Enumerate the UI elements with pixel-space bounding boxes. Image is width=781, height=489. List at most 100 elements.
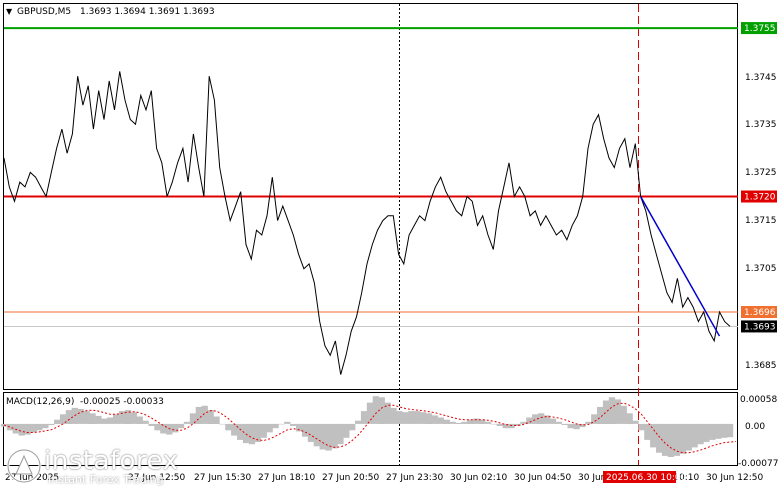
macd-histogram-bar xyxy=(473,418,480,424)
price-levels xyxy=(4,27,738,327)
time-tick: 27 Jun 2025 xyxy=(5,473,59,483)
macd-histogram-bar xyxy=(626,413,633,424)
price-axis: 1.3745 1.3735 1.3725 1.3715 1.3705 1.368… xyxy=(745,73,777,371)
macd-histogram-bar xyxy=(254,423,261,442)
level-1-3696-label: 1.3696 xyxy=(744,308,776,318)
macd-histogram-bar xyxy=(266,423,273,433)
price-tick: 1.3745 xyxy=(745,73,777,83)
time-tick: 30 Jun 04:50 xyxy=(514,473,571,483)
macd-histogram-bar xyxy=(431,415,439,424)
macd-tick: 0.00058 xyxy=(740,395,777,405)
macd-histogram-bar xyxy=(30,423,37,433)
macd-histogram-bar xyxy=(107,417,114,424)
ohlc-values: 1.3693 1.3694 1.3691 1.3693 xyxy=(80,7,215,17)
macd-histogram-bar xyxy=(726,423,734,438)
macd-histogram-bar xyxy=(396,411,403,424)
macd-label: MACD(12,26,9) xyxy=(6,397,74,407)
macd-histogram-bar xyxy=(514,423,521,426)
macd-histogram-bar xyxy=(461,421,468,424)
macd-histogram-bar xyxy=(549,418,557,424)
macd-histogram-bar xyxy=(36,423,43,431)
macd-histogram-bar xyxy=(313,423,320,447)
macd-histogram-bar xyxy=(219,423,226,425)
macd-histogram-bar xyxy=(372,396,379,424)
macd-histogram-bar xyxy=(650,423,657,448)
macd-histogram-bar xyxy=(656,423,663,453)
macd-histogram-bar xyxy=(585,421,592,424)
macd-histogram-bar xyxy=(242,423,250,444)
macd-histogram-bar xyxy=(195,406,202,424)
macd-histogram-bar xyxy=(307,423,315,442)
macd-histogram-bar xyxy=(508,423,515,429)
macd-histogram-bar xyxy=(213,416,220,424)
current-price-label: 1.3693 xyxy=(744,322,776,332)
price-tick: 1.3715 xyxy=(745,216,777,226)
watermark-tagline: Instant Forex Trading xyxy=(48,473,164,486)
macd-histogram-bar xyxy=(59,414,67,424)
macd-histogram-bar xyxy=(573,423,580,430)
macd-histogram-bar xyxy=(278,423,285,425)
macd-histogram-bar xyxy=(608,397,616,424)
macd-histogram-bar xyxy=(166,423,173,435)
price-line xyxy=(3,71,731,375)
macd-histogram-bar xyxy=(290,423,297,426)
macd-histogram-bar xyxy=(390,407,397,424)
price-level-labels: 1.3755 1.3720 1.3696 1.3693 xyxy=(741,22,777,333)
macd-histogram-bar xyxy=(360,411,368,424)
symbol-dropdown-icon[interactable]: ▼ xyxy=(6,7,13,16)
macd-histogram-bar xyxy=(384,402,391,424)
macd-histogram-bar xyxy=(667,423,675,457)
macd-histogram-bar xyxy=(532,414,539,424)
macd-histogram-bar xyxy=(6,423,14,431)
time-tick: 27 Jun 15:30 xyxy=(194,473,251,483)
macd-histogram-bar xyxy=(402,412,409,424)
price-tick: 1.3705 xyxy=(745,264,777,274)
macd-histogram-bar xyxy=(54,419,61,424)
level-1-3755-badge xyxy=(741,22,777,35)
macd-histogram-bar xyxy=(42,423,49,429)
macd-histogram-bar xyxy=(709,423,716,440)
macd-histogram-bar xyxy=(301,423,309,437)
macd-histogram-bar xyxy=(225,423,232,431)
macd-histogram-bar xyxy=(496,423,503,426)
macd-histogram-bar xyxy=(502,423,509,429)
trend-line[interactable] xyxy=(639,196,721,337)
macd-histogram-bar xyxy=(337,423,344,445)
instaforex-logo-icon xyxy=(6,448,42,484)
macd-histogram-bar xyxy=(414,411,421,424)
macd-histogram-bar xyxy=(697,423,704,445)
macd-histogram-bar xyxy=(48,423,55,425)
macd-histogram-bar xyxy=(272,423,279,429)
time-tick: 27 Jun 20:50 xyxy=(322,473,379,483)
macd-histogram-bar xyxy=(679,423,686,454)
macd-histogram-bar xyxy=(602,400,610,424)
macd-histogram-bar xyxy=(644,423,651,440)
macd-histogram-bar xyxy=(443,419,450,424)
macd-histogram-bar xyxy=(437,417,444,424)
macd-histogram-bar xyxy=(490,423,498,425)
macd-histogram-bar xyxy=(260,423,267,438)
macd-histogram-bar xyxy=(597,406,604,424)
time-tick: 30 Jun 02:10 xyxy=(450,473,507,483)
macd-histogram-bar xyxy=(425,413,433,424)
macd-histogram-bar xyxy=(579,423,586,428)
watermark-brand: instaforex xyxy=(44,446,179,476)
macd-histogram-bar xyxy=(142,420,149,424)
macd-histogram-bar xyxy=(538,413,545,424)
current-price-badge xyxy=(741,320,777,333)
macd-histogram-bar xyxy=(177,423,185,429)
macd-tick: -0.00077 xyxy=(738,459,778,469)
price-tick: 1.3685 xyxy=(745,361,777,371)
level-1-3755-label: 1.3755 xyxy=(744,24,776,34)
macd-histogram-bar xyxy=(561,423,568,425)
macd-histogram-bar xyxy=(703,423,710,442)
watermark: instaforex Instant Forex Trading xyxy=(4,446,214,488)
level-1-3720-label: 1.3720 xyxy=(744,193,776,203)
macd-histogram-bar xyxy=(113,414,120,424)
macd-histogram-bar xyxy=(455,422,462,424)
macd-histogram xyxy=(0,396,734,457)
time-tick: 27 Jun 12:50 xyxy=(128,473,185,483)
macd-histogram-bar xyxy=(189,413,197,424)
macd-histogram-bar xyxy=(567,423,574,429)
